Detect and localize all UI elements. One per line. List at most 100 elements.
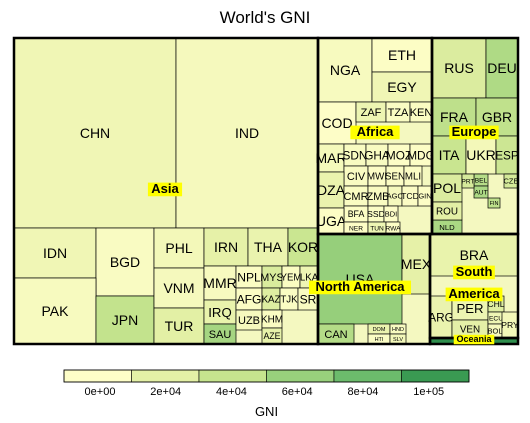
cell-label-prt: PRT <box>462 178 475 185</box>
cell-label-ita: ITA <box>439 147 460 163</box>
region-label-asia: Asia <box>151 181 179 196</box>
cell-label-npl: NPL <box>237 270 261 284</box>
legend-tick-label: 2e+04 <box>150 386 181 398</box>
cell-label-eth: ETH <box>388 47 416 63</box>
cell-ita <box>431 135 467 175</box>
cell-label-hti: HTI <box>375 337 384 343</box>
cell-label-nga: NGA <box>330 62 361 78</box>
cell-label-ago: AGO <box>387 192 404 201</box>
cell-label-per: PER <box>456 301 483 316</box>
region-label-europe: Europe <box>452 124 497 139</box>
cell-label-pol: POL <box>433 180 461 196</box>
cell-tur <box>153 307 205 345</box>
cell-label-mys: MYS <box>260 272 283 284</box>
cell-label-aze: AZE <box>263 331 280 341</box>
legend-tick-label: 6e+04 <box>282 386 313 398</box>
region-label-bg-africa <box>350 125 400 140</box>
region-label-south-america: America <box>448 286 500 301</box>
cell-label-bra: BRA <box>460 247 489 263</box>
region-label-bg-south-america <box>453 265 495 280</box>
cell-label-hnd: HND <box>392 327 404 333</box>
cell-label-egy: EGY <box>387 79 417 95</box>
cell-label-lka: LKA <box>300 272 319 283</box>
cell-irq <box>203 299 237 325</box>
cell-fin <box>487 197 501 209</box>
cell-label-ner: NER <box>349 225 363 232</box>
cell-phl <box>153 227 205 269</box>
cell-label-pak: PAK <box>42 303 70 319</box>
legend: 0e+00 2e+04 4e+04 6e+04 8e+04 1e+05 GNI <box>63 369 470 419</box>
cell-pak <box>13 277 97 345</box>
cell-jpn <box>95 295 155 345</box>
cell-label-phl: PHL <box>165 240 192 256</box>
legend-frame <box>63 369 470 383</box>
cell-label-cod: COD <box>321 115 352 131</box>
cell-label-ssd: SSD <box>367 209 385 219</box>
cell-label-bfa: BFA <box>348 209 365 219</box>
region-label-bg-asia <box>147 182 183 197</box>
legend-swatch <box>266 369 335 383</box>
cell-label-ind: IND <box>235 125 259 141</box>
cell-label-sr: SR <box>300 292 317 306</box>
cell-label-nld: NLD <box>439 223 455 232</box>
cell-label-deu: DEU <box>487 60 517 76</box>
legend-tick-label: 8e+04 <box>348 386 379 398</box>
cell-label-tza: TZA <box>388 107 409 119</box>
cell-label-cmr: CMR <box>343 191 368 203</box>
cell-label-irn: IRN <box>214 239 238 255</box>
cell-label-tjk: TJK <box>280 294 298 305</box>
cell-aut <box>473 185 489 199</box>
cell-label-mmr: MMR <box>203 275 236 291</box>
region-label-north-america: North America <box>315 279 405 294</box>
cell-label-khm: KHM <box>261 315 283 326</box>
cell-label-tur: TUR <box>165 318 194 334</box>
cell-label-cze: CZE <box>504 177 519 186</box>
cell-label-ukr: UKR <box>466 147 496 163</box>
cell-ind <box>175 37 319 229</box>
cell-label-gha: GHA <box>364 148 390 162</box>
cell-label-rou: ROU <box>436 207 458 218</box>
cell-label-dza: DZA <box>317 182 346 198</box>
cell-label-zaf: ZAF <box>361 107 382 119</box>
legend-tick-label: 0e+00 <box>85 386 116 398</box>
cell-label-aut: AUT <box>474 189 487 196</box>
cell-bgd <box>95 227 155 297</box>
cell-label-yem: YEM <box>281 272 302 283</box>
region-label-bg-oceania <box>453 334 495 345</box>
cell-label-sen: SEN <box>385 171 405 182</box>
legend-swatch <box>131 369 200 383</box>
cell-label-bdi: BDI <box>385 210 398 219</box>
region-label-bg-south-america <box>445 287 503 302</box>
cell-egy <box>371 71 433 103</box>
cell-label-irq: IRQ <box>208 305 231 320</box>
cell-mmr <box>203 265 237 301</box>
cell-label-can: CAN <box>324 329 347 341</box>
cell-chn <box>13 37 177 229</box>
region-label-bg-north-america <box>308 280 412 295</box>
cell-label-idn: IDN <box>43 245 67 261</box>
cell-label-chl: CHL <box>487 299 504 309</box>
legend-swatch <box>198 369 267 383</box>
cell-label-moz: MOZ <box>386 148 412 162</box>
cell-deu <box>485 37 519 99</box>
cell-label-bel: BEL <box>475 177 488 184</box>
cell-label-fin: FIN <box>490 201 499 207</box>
cell-label-mwi: MWI <box>367 171 387 182</box>
cell-label-rwa: RWA <box>385 225 401 232</box>
cell-label-ecu: ECU <box>489 315 503 322</box>
cell-label-mar: MAR <box>315 150 346 166</box>
region-labels: Asia Africa Europe North America South Americ… <box>147 124 503 345</box>
cell-label-sdn: SDN <box>343 148 368 162</box>
cell-label-zmb: ZMB <box>367 191 390 203</box>
cell-label-chn: CHN <box>80 125 110 141</box>
cell-label-gin: GIN <box>418 192 431 201</box>
legend-tick-label: 4e+04 <box>216 386 247 398</box>
cell-vnm <box>153 267 205 309</box>
cell-dza <box>317 171 345 209</box>
cell-label-uga: UGA <box>316 213 347 229</box>
cell-label-fra: FRA <box>440 109 469 125</box>
cell-label-sau: SAU <box>209 329 232 341</box>
cell-label-esp: ESP <box>495 148 519 162</box>
